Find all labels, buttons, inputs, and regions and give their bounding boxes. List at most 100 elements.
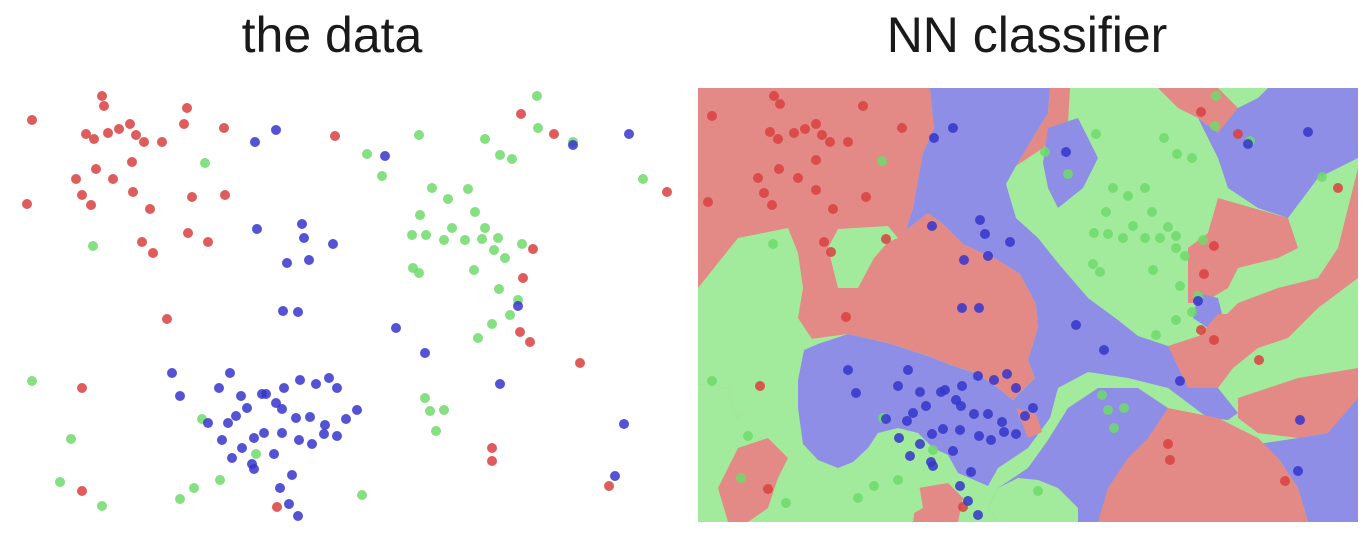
- point-green-20: [460, 235, 470, 245]
- point-red-12: [179, 119, 189, 129]
- point-blue-20: [893, 381, 903, 391]
- point-red-24: [148, 248, 158, 258]
- point-blue-30: [997, 417, 1007, 427]
- point-red-14: [753, 173, 763, 183]
- point-red-26: [841, 312, 851, 322]
- point-green-4: [1159, 133, 1169, 143]
- point-green-15: [1101, 207, 1111, 217]
- point-green-25: [469, 265, 479, 275]
- point-blue-34: [271, 398, 281, 408]
- point-red-2: [99, 101, 109, 111]
- point-blue-54: [249, 464, 259, 474]
- point-blue-25: [311, 379, 321, 389]
- scatter-plot-the-data: [22, 91, 672, 521]
- point-blue-51: [269, 449, 279, 459]
- point-blue-26: [1002, 369, 1012, 379]
- point-green-18: [439, 235, 449, 245]
- decision-region-blue-4: [798, 88, 1238, 486]
- point-green-36: [27, 376, 37, 386]
- point-red-33: [272, 502, 282, 512]
- point-red-19: [811, 155, 821, 165]
- point-blue-23: [279, 383, 289, 393]
- point-green-5: [495, 150, 505, 160]
- point-blue-15: [513, 301, 523, 311]
- point-blue-2: [380, 151, 390, 161]
- point-blue-40: [217, 435, 227, 445]
- point-green-18: [1118, 233, 1128, 243]
- point-green-2: [1091, 129, 1101, 139]
- point-blue-16: [1175, 376, 1185, 386]
- point-red-24: [861, 192, 871, 202]
- point-blue-7: [299, 233, 309, 243]
- point-green-38: [97, 501, 107, 511]
- point-green-11: [1123, 191, 1133, 201]
- point-green-6: [507, 154, 517, 164]
- point-red-23: [819, 237, 829, 247]
- point-blue-1: [948, 123, 958, 133]
- point-green-42: [215, 475, 225, 485]
- point-red-25: [881, 234, 891, 244]
- point-red-11: [182, 103, 192, 113]
- decision-region-red-13: [1238, 368, 1358, 438]
- point-blue-18: [167, 368, 177, 378]
- point-green-49: [357, 490, 367, 500]
- point-blue-29: [341, 414, 351, 424]
- point-blue-9: [983, 251, 993, 261]
- point-red-15: [774, 164, 784, 174]
- point-green-40: [175, 494, 185, 504]
- point-green-6: [1187, 153, 1197, 163]
- decision-region-green-17: [988, 478, 1078, 522]
- point-red-22: [826, 247, 836, 257]
- point-red-28: [763, 484, 773, 494]
- point-green-46: [425, 406, 435, 416]
- point-green-15: [415, 210, 425, 220]
- point-red-27: [755, 381, 765, 391]
- point-blue-29: [1020, 411, 1030, 421]
- point-green-26: [1171, 243, 1181, 253]
- point-red-40: [1333, 183, 1343, 193]
- point-green-28: [1175, 281, 1185, 291]
- point-blue-26: [324, 373, 334, 383]
- point-blue-10: [282, 258, 292, 268]
- point-green-47: [439, 405, 449, 415]
- point-red-28: [183, 228, 193, 238]
- point-green-45: [1097, 390, 1107, 400]
- point-red-5: [789, 128, 799, 138]
- point-red-44: [662, 187, 672, 197]
- point-blue-43: [938, 424, 948, 434]
- point-blue-24: [295, 375, 305, 385]
- point-blue-41: [915, 439, 925, 449]
- point-red-8: [817, 130, 827, 140]
- point-blue-40: [894, 433, 904, 443]
- point-red-15: [22, 199, 32, 209]
- point-green-33: [1198, 235, 1208, 245]
- point-blue-21: [915, 387, 925, 397]
- point-green-27: [500, 253, 510, 263]
- point-green-14: [480, 223, 490, 233]
- point-blue-6: [297, 219, 307, 229]
- point-red-21: [828, 204, 838, 214]
- point-blue-57: [619, 419, 629, 429]
- point-red-16: [71, 174, 81, 184]
- point-green-42: [893, 475, 903, 485]
- decision-region-green-20: [868, 468, 923, 522]
- point-red-43: [604, 481, 614, 491]
- point-green-22: [1171, 231, 1181, 241]
- point-green-20: [1140, 233, 1150, 243]
- decision-region-blue-14: [1258, 398, 1358, 522]
- point-red-40: [575, 358, 585, 368]
- point-blue-38: [902, 416, 912, 426]
- point-green-16: [407, 230, 417, 240]
- decision-regions: [698, 88, 1358, 522]
- point-blue-41: [237, 443, 247, 453]
- point-green-12: [463, 184, 473, 194]
- point-blue-9: [304, 255, 314, 265]
- point-blue-17: [175, 391, 185, 401]
- point-blue-44: [955, 425, 965, 435]
- point-green-17: [421, 230, 431, 240]
- point-green-45: [420, 393, 430, 403]
- decision-region-red-18: [718, 438, 788, 522]
- point-green-24: [1095, 267, 1105, 277]
- point-green-26: [489, 245, 499, 255]
- point-red-20: [108, 174, 118, 184]
